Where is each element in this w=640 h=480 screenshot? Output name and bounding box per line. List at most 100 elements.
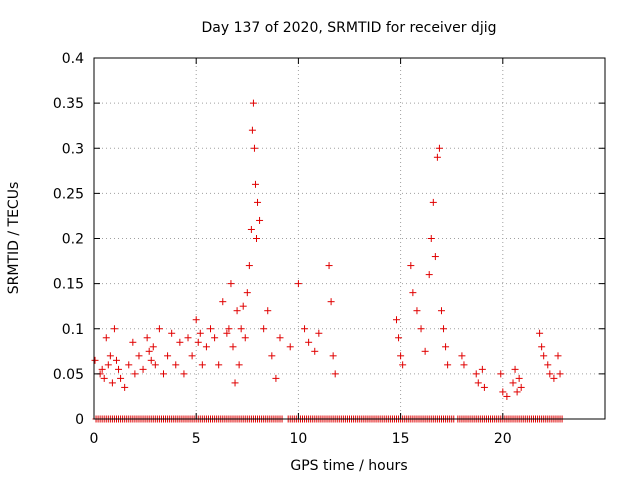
x-tick-label: 20 bbox=[494, 431, 512, 447]
data-point bbox=[172, 361, 180, 369]
chart-title: Day 137 of 2020, SRMTID for receiver dji… bbox=[202, 20, 497, 36]
data-point bbox=[207, 325, 215, 333]
data-point bbox=[442, 343, 450, 351]
data-point bbox=[151, 361, 159, 369]
data-point bbox=[497, 370, 505, 378]
data-point bbox=[211, 334, 219, 342]
data-point bbox=[301, 325, 309, 333]
y-axis-label: SRMTID / TECUs bbox=[6, 182, 22, 295]
data-point bbox=[117, 374, 125, 382]
data-point bbox=[121, 383, 129, 391]
x-axis-label: GPS time / hours bbox=[290, 458, 407, 474]
data-point bbox=[198, 361, 206, 369]
data-point bbox=[237, 325, 245, 333]
data-point bbox=[129, 338, 137, 346]
data-point bbox=[143, 334, 151, 342]
data-point bbox=[480, 383, 488, 391]
data-point bbox=[509, 379, 517, 387]
data-point bbox=[250, 144, 258, 152]
data-point bbox=[112, 356, 120, 364]
data-point bbox=[102, 334, 110, 342]
data-point bbox=[225, 325, 233, 333]
data-point bbox=[159, 370, 167, 378]
data-point bbox=[176, 338, 184, 346]
data-point bbox=[556, 370, 564, 378]
data-point bbox=[536, 329, 544, 337]
data-point bbox=[100, 374, 108, 382]
y-tick-label: 0.2 bbox=[62, 232, 84, 248]
data-point bbox=[440, 325, 448, 333]
x-tick-label: 10 bbox=[289, 431, 307, 447]
data-point bbox=[249, 99, 257, 107]
data-point bbox=[180, 370, 188, 378]
data-point bbox=[215, 361, 223, 369]
data-point bbox=[108, 379, 116, 387]
data-point bbox=[305, 338, 313, 346]
data-point bbox=[499, 388, 507, 396]
data-point bbox=[252, 235, 260, 242]
data-point bbox=[202, 343, 210, 351]
data-point bbox=[311, 347, 319, 355]
data-point bbox=[294, 280, 302, 288]
data-point bbox=[513, 388, 521, 396]
data-point bbox=[276, 334, 284, 342]
data-point bbox=[135, 352, 143, 360]
data-point bbox=[115, 365, 123, 373]
data-point bbox=[254, 198, 262, 206]
y-tick-label: 0.15 bbox=[53, 277, 84, 293]
data-point bbox=[515, 374, 523, 382]
data-point bbox=[145, 347, 153, 355]
data-point bbox=[188, 352, 196, 360]
data-point bbox=[192, 316, 200, 324]
data-point bbox=[472, 370, 480, 378]
data-point bbox=[511, 365, 519, 373]
data-point bbox=[517, 383, 525, 391]
data-point bbox=[233, 307, 241, 315]
data-point bbox=[325, 262, 333, 270]
data-point bbox=[458, 352, 466, 360]
data-point bbox=[444, 361, 452, 369]
data-point bbox=[417, 325, 425, 333]
data-point bbox=[478, 365, 486, 373]
data-point bbox=[168, 329, 176, 337]
data-point bbox=[331, 370, 339, 378]
y-tick-label: 0.4 bbox=[62, 51, 84, 67]
data-point bbox=[131, 370, 139, 378]
data-point bbox=[184, 334, 192, 342]
data-point bbox=[110, 325, 118, 333]
data-point bbox=[538, 343, 546, 351]
data-point bbox=[227, 280, 235, 288]
data-point bbox=[243, 289, 251, 297]
data-point bbox=[327, 298, 335, 306]
data-point bbox=[164, 352, 172, 360]
data-point bbox=[427, 235, 435, 242]
data-point bbox=[196, 329, 204, 337]
y-tick-label: 0.3 bbox=[62, 141, 84, 157]
data-point bbox=[554, 352, 562, 360]
data-point bbox=[139, 365, 147, 373]
data-point bbox=[413, 307, 421, 315]
data-point bbox=[245, 262, 253, 270]
data-point bbox=[231, 379, 239, 387]
data-point bbox=[272, 374, 280, 382]
data-point bbox=[125, 361, 133, 369]
data-point bbox=[264, 307, 272, 315]
data-point bbox=[409, 289, 417, 297]
data-point bbox=[241, 334, 249, 342]
data-point bbox=[248, 126, 256, 134]
data-point bbox=[286, 343, 294, 351]
data-point bbox=[399, 361, 407, 369]
x-tick-label: 15 bbox=[392, 431, 410, 447]
data-point bbox=[433, 153, 441, 161]
data-point bbox=[395, 334, 403, 342]
data-point bbox=[407, 262, 415, 270]
data-point bbox=[147, 356, 155, 364]
data-point bbox=[397, 352, 405, 360]
data-point bbox=[149, 343, 157, 351]
y-tick-label: 0.1 bbox=[62, 322, 84, 338]
data-point bbox=[431, 253, 439, 261]
data-point bbox=[437, 307, 445, 315]
data-point bbox=[268, 352, 276, 360]
data-point bbox=[329, 352, 337, 360]
